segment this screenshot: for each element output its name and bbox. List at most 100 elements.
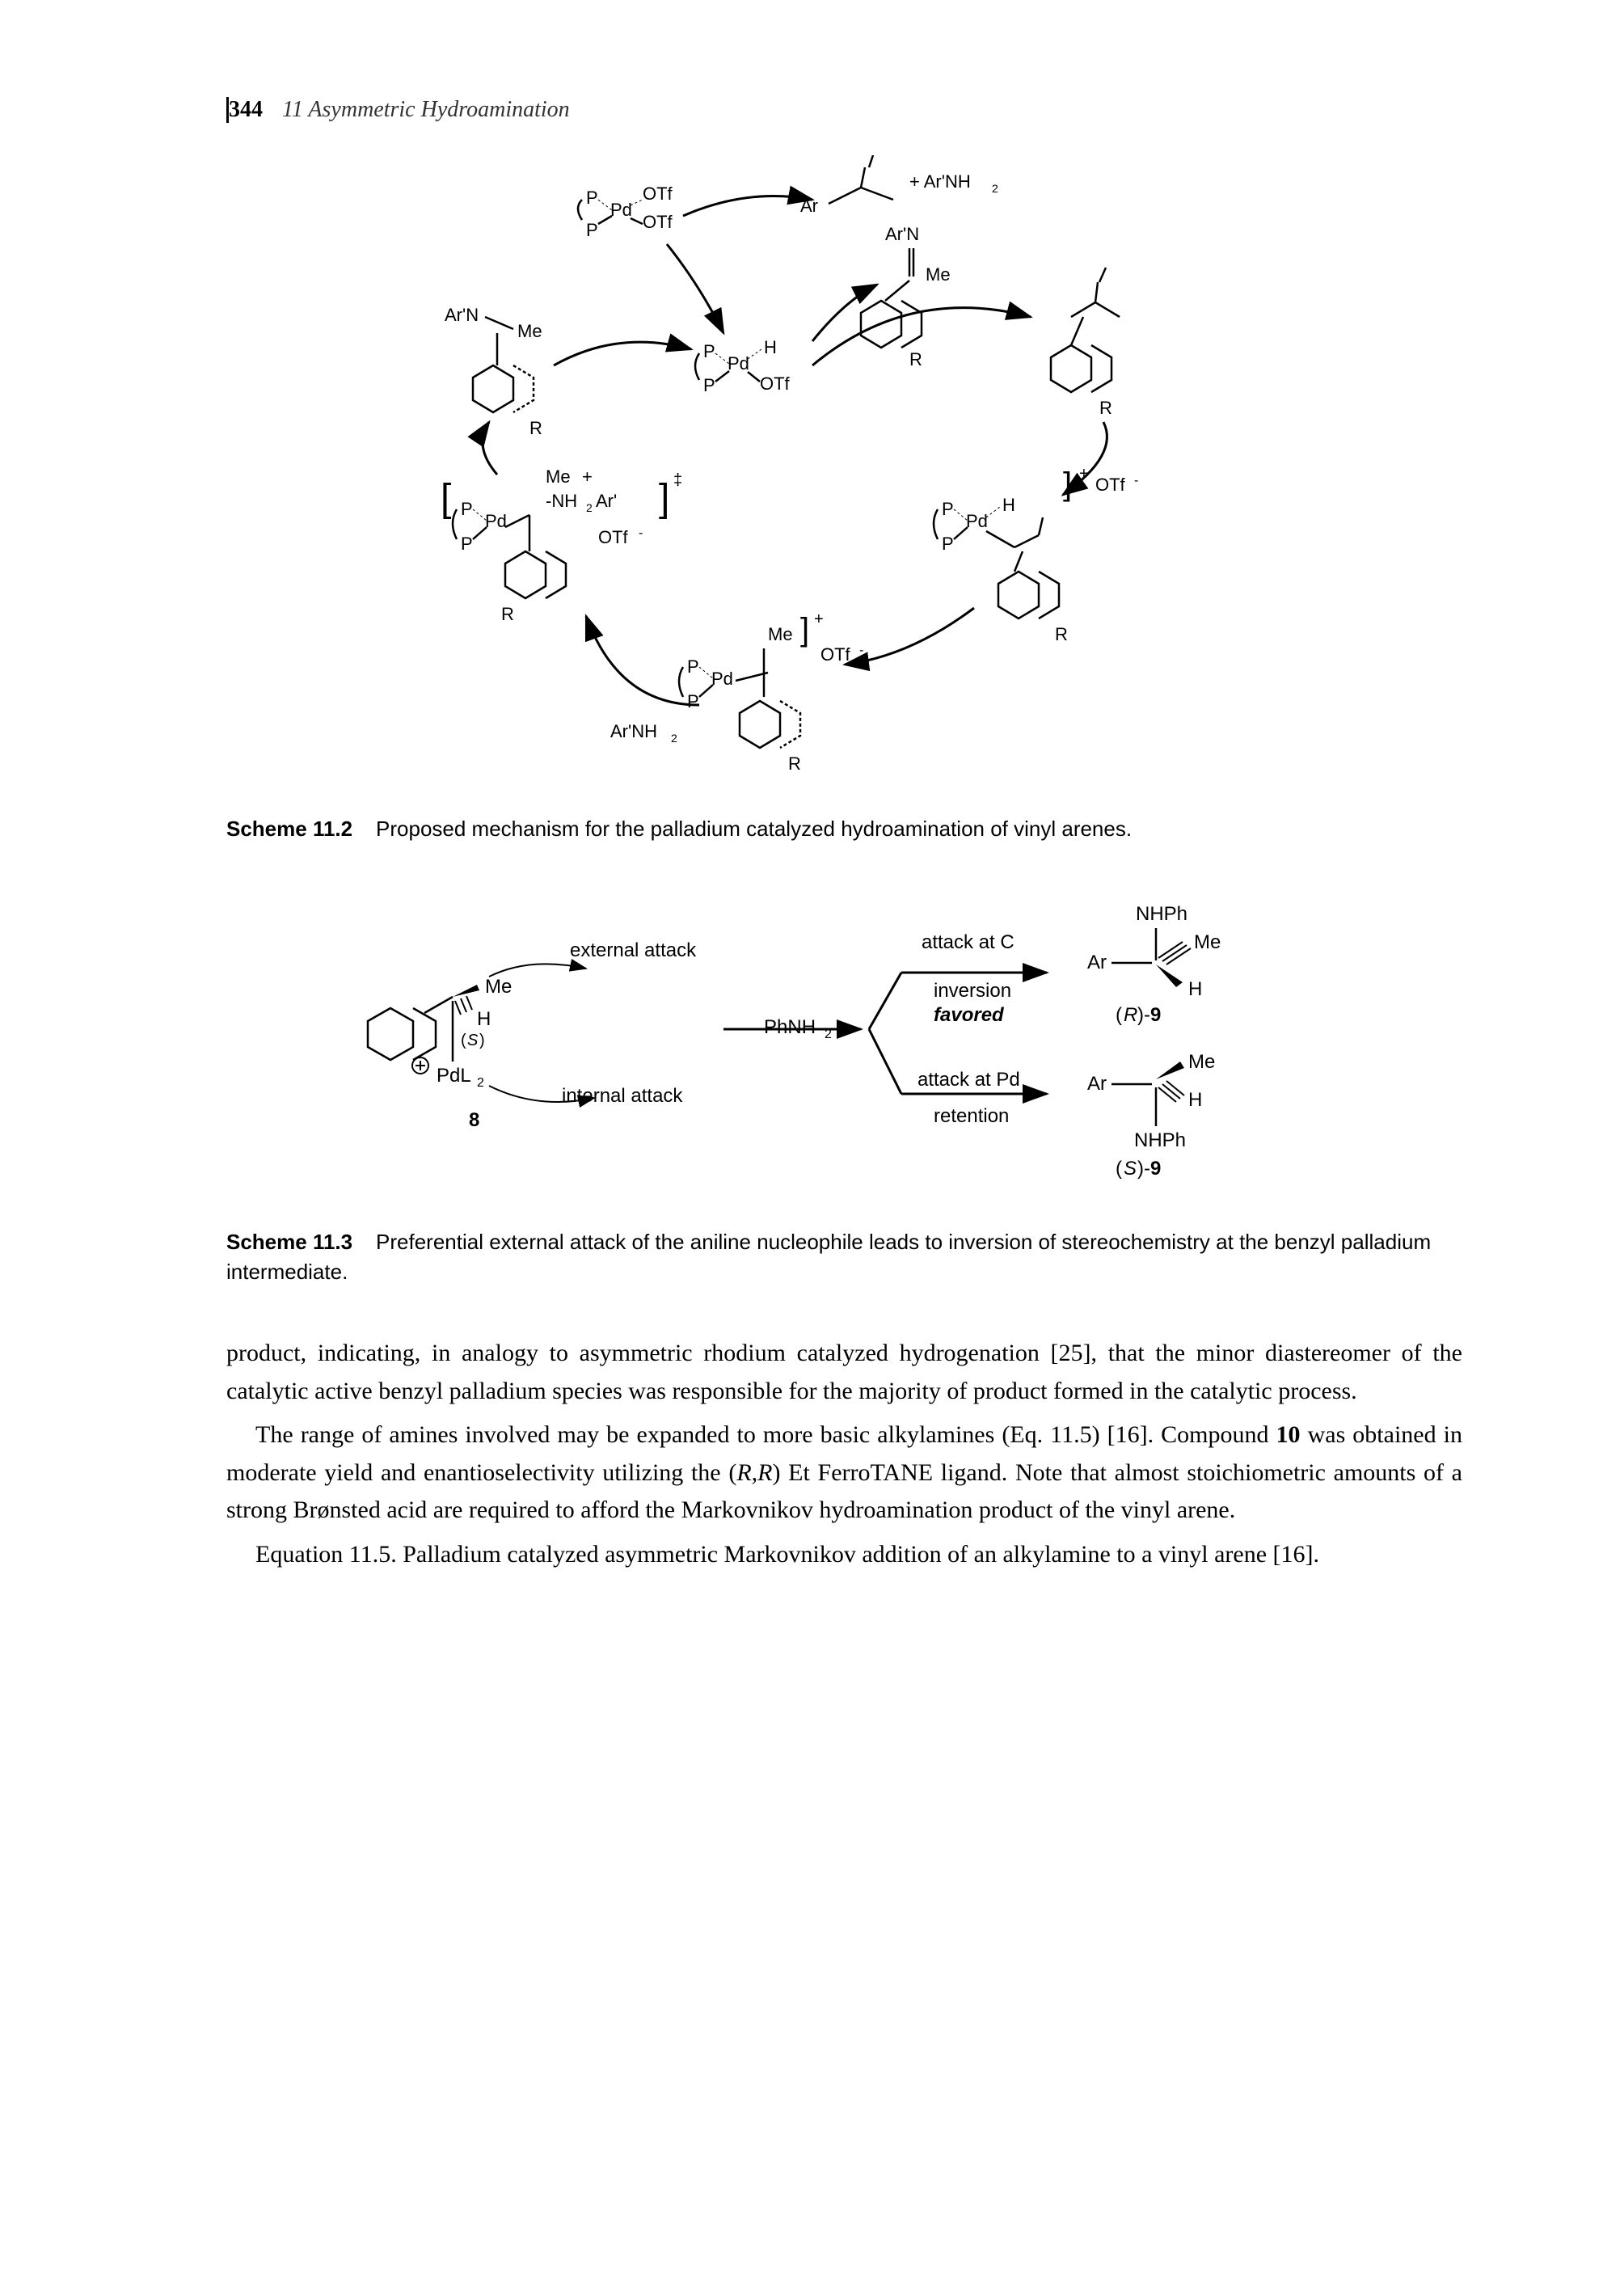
svg-text:H: H	[477, 1008, 491, 1030]
svg-text:NHPh: NHPh	[1134, 1129, 1186, 1151]
svg-text:(: (	[1116, 1158, 1122, 1180]
catalytic-cycle-diagram: P Pd OTf OTf P Ar + Ar'NH 2 Ar'N Me	[360, 155, 1330, 786]
svg-text:S: S	[1124, 1158, 1137, 1180]
svg-text:R: R	[788, 753, 801, 774]
svg-text:R: R	[909, 349, 922, 369]
svg-text:OTf: OTf	[643, 184, 673, 204]
svg-text:P: P	[461, 534, 473, 554]
svg-text:]: ]	[659, 477, 669, 520]
svg-text:Ar: Ar	[1087, 952, 1107, 973]
svg-text:)-: )-	[1137, 1158, 1150, 1180]
svg-text:Ar'N: Ar'N	[885, 224, 919, 244]
svg-text:-: -	[1134, 474, 1138, 488]
svg-text:retention: retention	[934, 1105, 1009, 1127]
svg-text:Pd: Pd	[711, 669, 733, 689]
svg-text:(: (	[461, 1032, 466, 1049]
svg-text:H: H	[764, 337, 777, 357]
scheme-11-2-caption-text: Proposed mechanism for the palladium cat…	[376, 817, 1132, 841]
svg-text:Me: Me	[926, 264, 951, 285]
svg-text:R: R	[1124, 1004, 1137, 1026]
svg-text:[: [	[441, 477, 451, 520]
svg-text:R: R	[1099, 398, 1112, 418]
svg-text:inversion: inversion	[934, 980, 1011, 1002]
p3-text: Equation 11.5. Palladium catalyzed asymm…	[226, 1536, 1462, 1574]
scheme-11-2-figure: P Pd OTf OTf P Ar + Ar'NH 2 Ar'N Me	[226, 155, 1462, 790]
scheme-11-3-caption-text: Preferential external attack of the anil…	[226, 1230, 1431, 1283]
svg-text:8: 8	[469, 1109, 479, 1131]
external-attack-label: external attack	[570, 939, 697, 961]
svg-text:]: ]	[1063, 466, 1072, 502]
svg-text:+: +	[582, 466, 593, 487]
p1-text: product, indicating, in analogy to asymm…	[226, 1340, 1462, 1404]
body-paragraph-2: The range of amines involved may be expa…	[226, 1416, 1462, 1530]
p2-text-a: The range of amines involved may be expa…	[255, 1421, 1276, 1448]
svg-text:)-: )-	[1137, 1004, 1150, 1026]
scheme-11-2-label: Scheme 11.2	[226, 817, 352, 841]
internal-attack-label: internal attack	[562, 1085, 683, 1107]
svg-text:P: P	[586, 188, 598, 208]
svg-text:Me: Me	[517, 321, 542, 341]
svg-text:Pd: Pd	[966, 511, 988, 531]
page-header: 344 11 Asymmetric Hydroamination	[226, 97, 1462, 123]
svg-text:P: P	[687, 656, 699, 677]
svg-text:2: 2	[477, 1076, 484, 1090]
svg-text:2: 2	[671, 732, 677, 745]
svg-text:Ar': Ar'	[596, 491, 617, 511]
svg-text:9: 9	[1150, 1158, 1161, 1180]
svg-text:OTf: OTf	[598, 527, 629, 547]
svg-text:P: P	[461, 499, 473, 519]
svg-text:S: S	[467, 1032, 479, 1049]
svg-text:Ar'N: Ar'N	[445, 305, 479, 325]
svg-text:P: P	[687, 691, 699, 711]
svg-text:]: ]	[800, 612, 809, 648]
svg-text:2: 2	[586, 501, 593, 514]
svg-text:P: P	[942, 534, 954, 554]
p2-compound-10: 10	[1276, 1421, 1301, 1448]
svg-text:Ar: Ar	[1087, 1073, 1107, 1095]
svg-text:R: R	[529, 418, 542, 438]
svg-text:Pd: Pd	[485, 511, 507, 531]
svg-text:P: P	[703, 375, 715, 395]
svg-text:(: (	[1116, 1004, 1122, 1026]
svg-text:OTf: OTf	[1095, 475, 1126, 495]
svg-text:-: -	[859, 644, 863, 657]
chapter-title: 11 Asymmetric Hydroamination	[282, 97, 570, 123]
svg-text:R: R	[501, 604, 514, 624]
scheme-11-3-label: Scheme 11.3	[226, 1230, 352, 1254]
svg-text:attack at Pd: attack at Pd	[917, 1069, 1020, 1091]
body-paragraph-1: product, indicating, in analogy to asymm…	[226, 1335, 1462, 1410]
svg-text:Me: Me	[768, 624, 793, 644]
svg-text:H: H	[1188, 978, 1202, 1000]
svg-text:OTf: OTf	[643, 212, 673, 232]
svg-text:Me: Me	[1194, 931, 1221, 953]
reagent-label: PhNH	[764, 1016, 816, 1038]
svg-text:OTf: OTf	[760, 374, 791, 394]
svg-text:‡: ‡	[673, 471, 682, 489]
svg-text:Pd: Pd	[728, 353, 749, 374]
svg-text:Ar'NH: Ar'NH	[610, 721, 657, 741]
svg-text:P: P	[586, 220, 598, 240]
p2-rr: R,R	[736, 1459, 772, 1486]
body-paragraph-3: Equation 11.5. Palladium catalyzed asymm…	[226, 1536, 1462, 1574]
svg-text:P: P	[942, 499, 954, 519]
svg-text:H: H	[1002, 495, 1015, 515]
svg-text:): )	[479, 1032, 485, 1049]
svg-text:2: 2	[992, 182, 998, 195]
svg-text:R: R	[1055, 624, 1068, 644]
reaction-pathway-diagram: Me H ( S ) PdL 2 8 externa	[319, 892, 1370, 1199]
svg-text:9: 9	[1150, 1004, 1161, 1026]
svg-text:-: -	[639, 526, 643, 540]
svg-text:attack at C: attack at C	[922, 931, 1014, 953]
page-number: 344	[229, 97, 263, 123]
svg-text:Me: Me	[485, 976, 512, 998]
scheme-11-2-caption: Scheme 11.2 Proposed mechanism for the p…	[226, 814, 1462, 843]
svg-text:-NH: -NH	[546, 491, 577, 511]
svg-text:OTf: OTf	[820, 644, 851, 665]
svg-text:+: +	[814, 610, 824, 628]
svg-text:Me: Me	[1188, 1051, 1215, 1073]
svg-text:+ Ar'NH: + Ar'NH	[909, 171, 971, 192]
svg-text:Pd: Pd	[610, 200, 632, 220]
svg-text:PdL: PdL	[437, 1065, 471, 1087]
scheme-11-3-caption: Scheme 11.3 Preferential external attack…	[226, 1227, 1462, 1286]
scheme-11-3-figure: Me H ( S ) PdL 2 8 externa	[226, 892, 1462, 1203]
